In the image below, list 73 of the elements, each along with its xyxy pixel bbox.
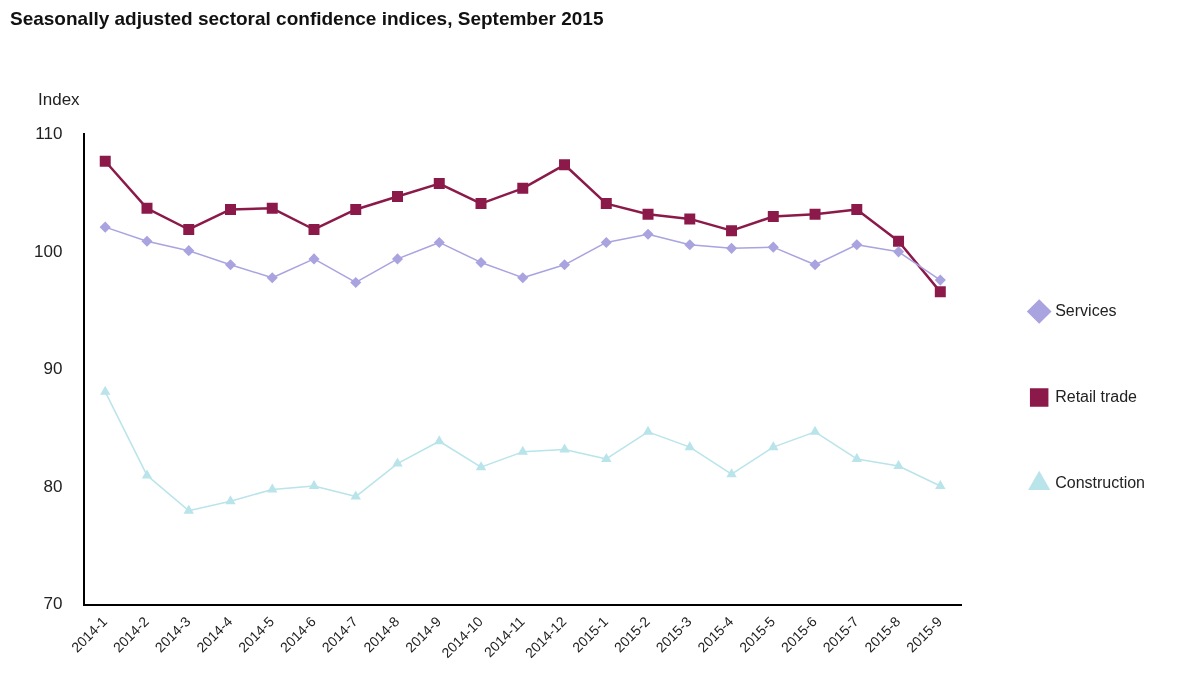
point <box>685 441 695 451</box>
point <box>266 202 278 214</box>
point <box>642 228 654 240</box>
point <box>476 461 486 471</box>
point <box>475 257 487 268</box>
point <box>351 491 361 500</box>
point <box>600 198 612 210</box>
point <box>893 460 904 469</box>
point <box>935 480 945 489</box>
point <box>726 225 738 237</box>
point <box>852 453 862 462</box>
y-tick-label: 90 <box>43 359 63 379</box>
point <box>684 239 696 251</box>
point <box>225 204 236 215</box>
point <box>141 202 153 214</box>
point <box>559 159 571 171</box>
point <box>768 441 778 451</box>
point <box>392 253 403 265</box>
point <box>559 259 570 271</box>
point <box>309 480 319 489</box>
point <box>517 272 529 283</box>
y-tick-label: 80 <box>43 476 63 496</box>
point <box>392 458 403 467</box>
point <box>684 213 696 225</box>
point <box>851 239 863 251</box>
y-tick-label: 100 <box>33 241 63 261</box>
point <box>559 444 570 453</box>
point <box>100 386 110 395</box>
point <box>350 277 362 288</box>
point <box>726 468 737 478</box>
point <box>851 204 863 215</box>
point <box>434 436 444 445</box>
point <box>726 243 737 254</box>
point <box>392 191 404 203</box>
point <box>267 272 278 283</box>
point <box>99 155 111 167</box>
point <box>183 245 194 256</box>
point <box>893 246 904 258</box>
point <box>225 496 236 505</box>
legend-label: Retail trade <box>1055 387 1138 405</box>
point <box>475 198 487 210</box>
point <box>893 235 905 247</box>
point <box>809 259 821 271</box>
point <box>809 208 821 220</box>
point <box>767 211 779 223</box>
point <box>768 241 779 253</box>
y-tick-label: 70 <box>43 594 63 614</box>
point <box>225 259 236 271</box>
y-axis-title: Index <box>38 90 80 110</box>
point <box>601 237 612 248</box>
point <box>517 182 529 194</box>
point <box>308 253 320 265</box>
point <box>308 224 320 235</box>
chart-title: Seasonally adjusted sectoral confidence indices, September 2015 <box>10 8 604 30</box>
point <box>601 453 611 462</box>
point <box>810 426 820 435</box>
point <box>935 274 946 286</box>
point <box>184 505 194 514</box>
point <box>99 221 111 233</box>
legend-label: Construction <box>1055 473 1146 491</box>
point <box>643 426 653 435</box>
legend-label: Services <box>1055 301 1117 319</box>
point <box>642 208 654 220</box>
point <box>350 204 362 215</box>
point <box>518 446 528 455</box>
point <box>142 470 152 479</box>
point <box>267 484 277 493</box>
point <box>934 286 946 298</box>
point <box>433 178 445 190</box>
point <box>141 236 153 247</box>
point <box>434 237 445 248</box>
point <box>183 224 195 235</box>
y-tick-label: 110 <box>35 123 63 143</box>
